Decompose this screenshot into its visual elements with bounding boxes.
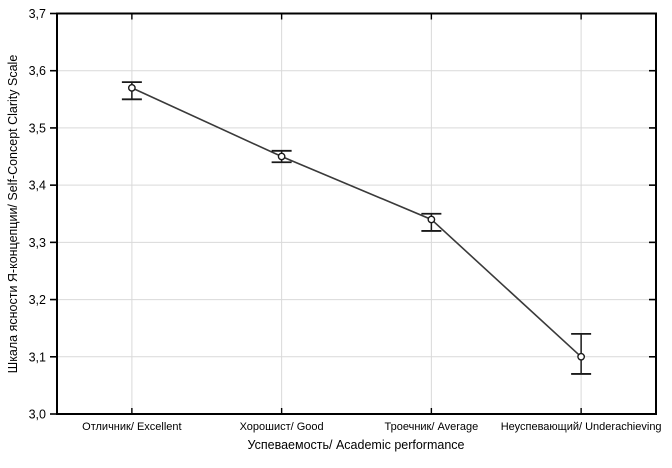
- series-line: [131, 87, 582, 358]
- x-category-label: Отличник/ Excellent: [82, 421, 181, 433]
- data-point-marker: [577, 352, 586, 361]
- y-tick-label: 3,5: [29, 121, 46, 135]
- plot-frame: [56, 12, 657, 415]
- grid-layer: [57, 13, 656, 414]
- y-tick-label: 3,4: [29, 179, 46, 193]
- y-tick-label: 3,1: [29, 350, 46, 364]
- y-tick-label: 3,2: [29, 293, 46, 307]
- x-category-label: Неуспевающий/ Underachieving: [501, 421, 662, 433]
- y-tick-label: 3,3: [29, 236, 46, 250]
- y-axis-title: Шкала ясности Я-концепции/ Self-Concept …: [6, 55, 20, 374]
- tick-label-layer: 3,0 3,1 3,2 3,3 3,4 3,5 3,6 3,7 Отличник/ Excell…: [29, 7, 662, 433]
- data-point-marker: [277, 152, 286, 161]
- axis-layer: [50, 12, 657, 415]
- x-axis-title: Успеваемость/ Academic performance: [248, 438, 465, 452]
- x-category-label: Троечник/ Average: [385, 421, 479, 433]
- y-tick-label: 3,0: [29, 408, 46, 422]
- y-tick-label: 3,7: [29, 7, 46, 21]
- series-layer: [121, 81, 592, 375]
- data-point-marker: [127, 83, 136, 92]
- data-point-marker: [427, 215, 436, 224]
- y-tick-label: 3,6: [29, 64, 46, 78]
- x-category-label: Хорошист/ Good: [240, 421, 324, 433]
